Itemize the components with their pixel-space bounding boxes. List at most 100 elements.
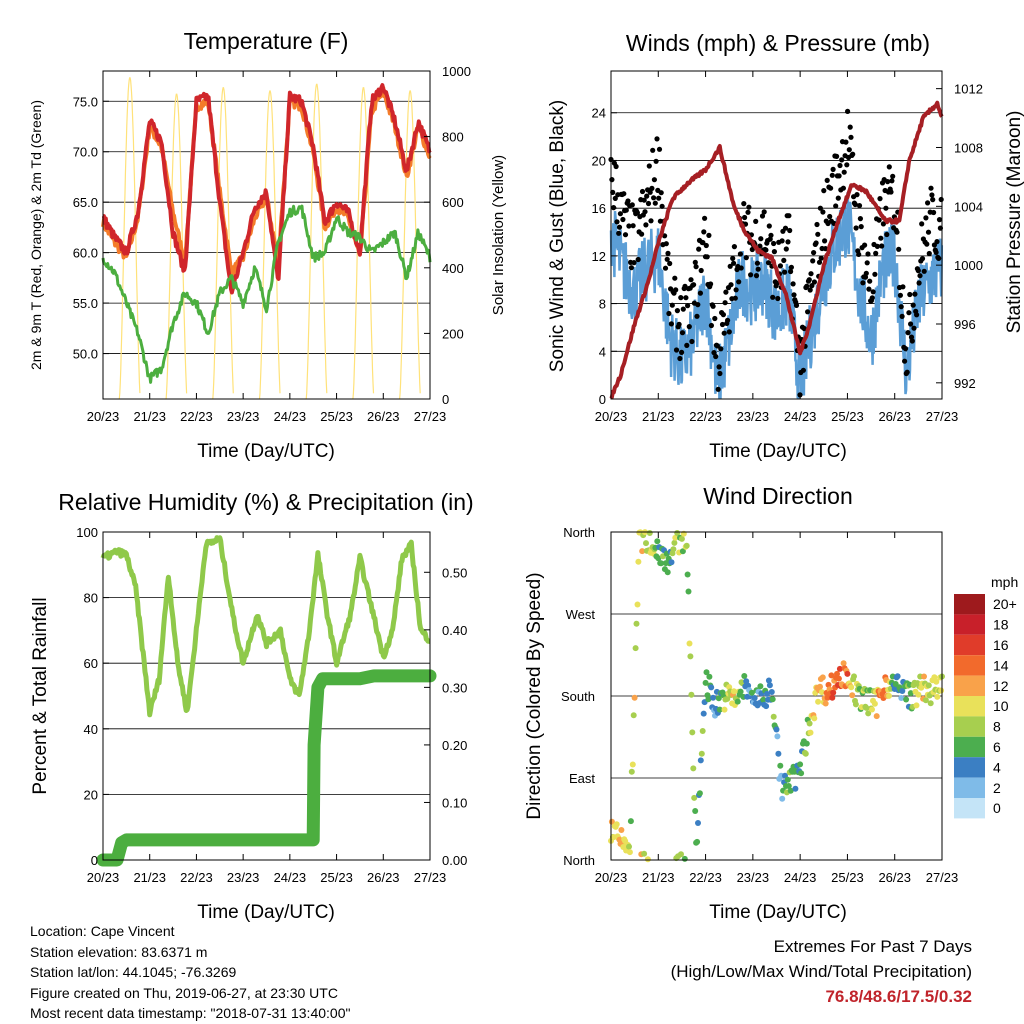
gust-point (921, 268, 927, 274)
x-tick-label: 25/23 (320, 870, 353, 885)
gust-point (644, 193, 650, 199)
gust-point (642, 209, 648, 215)
gust-point (810, 258, 816, 264)
direction-point (873, 713, 880, 720)
direction-point (815, 698, 822, 705)
gust-point (866, 286, 872, 292)
gust-point (928, 185, 934, 191)
gust-point (753, 273, 760, 279)
y2-tick-label: 600 (442, 195, 464, 210)
direction-point (629, 761, 636, 768)
winds-xlabel: Time (Day/UTC) (709, 441, 847, 462)
winds-y2label: Station Pressure (Maroon) (1004, 111, 1024, 334)
gust-point (908, 334, 915, 340)
gust-point (777, 263, 784, 269)
gust-point (714, 343, 721, 349)
direction-point (643, 540, 649, 547)
direction-point (835, 675, 842, 682)
colorbar-label: 12 (993, 678, 1009, 694)
colorbar-label: 8 (993, 719, 1001, 735)
gust-point (609, 177, 615, 183)
gust-point (614, 219, 620, 225)
x-tick-label: 26/23 (878, 870, 911, 885)
gust-point (835, 195, 841, 201)
gust-point (900, 284, 906, 290)
gust-point (731, 244, 738, 250)
gust-point (880, 221, 887, 227)
direction-point (773, 726, 780, 733)
gust-point (629, 202, 635, 208)
direction-point (787, 787, 794, 794)
gust-point (635, 256, 641, 263)
gust-point (870, 289, 876, 295)
gust-point (844, 162, 850, 168)
y-tick-label: 20 (592, 153, 606, 168)
direction-point (925, 682, 932, 689)
direction-point (700, 710, 707, 717)
gust-point (639, 188, 646, 195)
y2-tick-label: 1000 (442, 64, 471, 79)
direction-point (774, 733, 781, 740)
direction-point (702, 679, 709, 686)
direction-point (852, 701, 859, 708)
x-tick-label: 21/23 (133, 409, 166, 424)
y-tick-label: 20 (84, 787, 98, 802)
direction-point (708, 684, 715, 691)
y-tick-label: West (566, 607, 596, 622)
direction-plot-area (608, 529, 945, 863)
direction-point (671, 539, 678, 546)
gust-point (652, 200, 658, 206)
direction-point (802, 750, 809, 757)
gust-point (746, 204, 752, 210)
direction-point (716, 706, 723, 713)
humidity-title: Relative Humidity (%) & Precipitation (i… (58, 489, 473, 515)
direction-point (672, 534, 679, 541)
winds-panel: Winds (mph) & Pressure (mb) 04812162024 … (547, 30, 1024, 462)
gust-point (782, 225, 789, 231)
gust-point (886, 164, 892, 170)
colorbar-swatch (954, 614, 985, 635)
direction-point (894, 673, 901, 680)
gust-point (883, 205, 889, 211)
gust-point (839, 157, 845, 163)
gust-point (768, 232, 774, 238)
direction-point (688, 691, 695, 698)
insolation-line (352, 87, 375, 400)
direction-point (618, 827, 625, 833)
direction-point (613, 821, 620, 828)
direction-ylabel: Direction (Colored By Speed) (524, 572, 545, 819)
gust-point (906, 310, 912, 316)
direction-point (724, 695, 731, 702)
direction-point (913, 702, 920, 709)
gust-point (692, 259, 698, 265)
gust-point (924, 241, 930, 247)
humidity-x-ticks: 20/23 21/23 22/23 23/23 24/23 25/23 26/23 27/23 (87, 532, 446, 885)
temperature-title: Temperature (F) (184, 28, 349, 54)
direction-panel: Wind Direction North East South West North 2… (524, 483, 1018, 923)
y-tick-label: 65.0 (73, 195, 98, 210)
x-tick-label: 22/23 (689, 409, 722, 424)
gust-point (911, 325, 917, 331)
gust-point (933, 249, 939, 255)
gust-point (771, 249, 778, 255)
x-tick-label: 25/23 (831, 870, 864, 885)
humidity-xlabel: Time (Day/UTC) (197, 902, 335, 923)
humidity-line (100, 535, 432, 718)
gust-point (850, 151, 856, 157)
gust-point (677, 355, 683, 362)
gust-point (650, 147, 656, 153)
y-tick-label: 60 (84, 656, 98, 671)
temperature-y2-ticks: 0 200 400 600 800 1000 (424, 64, 471, 407)
gust-point (898, 304, 904, 310)
direction-point (818, 689, 825, 696)
direction-point (931, 674, 938, 681)
figure-created: Figure created on Thu, 2019-06-27, at 23… (30, 984, 338, 1001)
gust-point (817, 205, 824, 211)
direction-point (770, 713, 777, 720)
x-tick-label: 24/23 (784, 870, 817, 885)
gust-point (691, 282, 697, 288)
y-tick-label: 4 (599, 344, 606, 359)
temperature-ylabel: 2m & 9m T (Red, Orange) & 2m Td (Green) (28, 100, 44, 370)
gust-point (788, 268, 794, 275)
gust-point (622, 232, 629, 238)
